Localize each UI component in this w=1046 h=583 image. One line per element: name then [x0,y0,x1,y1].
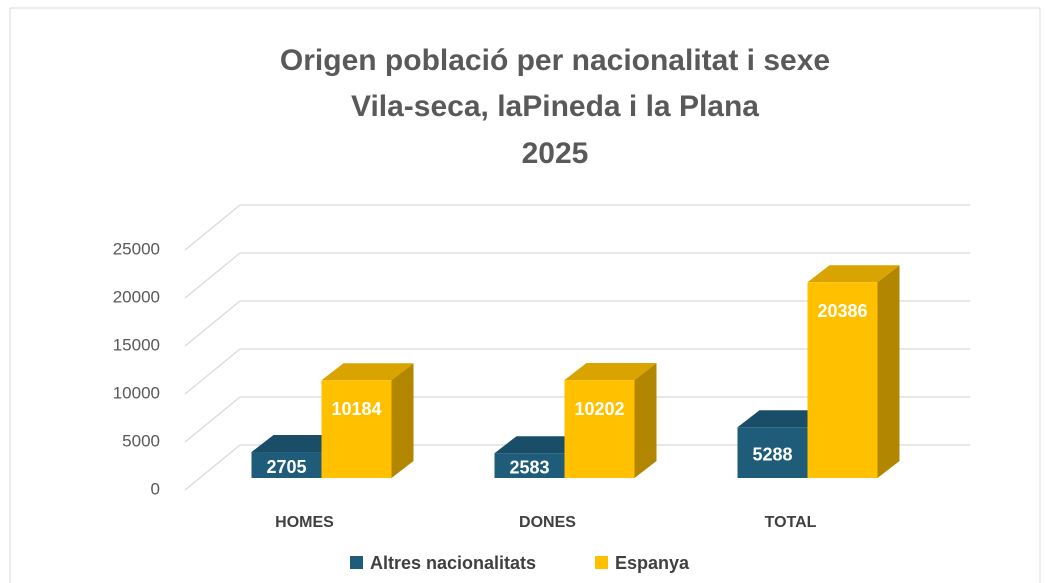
data-label: 2705 [266,457,306,477]
chart-title: 2025 [522,137,589,170]
chart-title: Vila-seca, laPineda i la Plana [351,90,759,123]
grid-line [184,300,970,347]
grid-line [184,348,970,395]
y-tick-label: 10000 [113,383,160,402]
bar-top [321,363,414,381]
data-label: 5288 [752,444,792,464]
data-label: 2583 [509,457,549,477]
chart-title: Origen població per nacionalitat i sexe [280,44,830,77]
grid-line [184,252,970,299]
bar [807,282,878,478]
bar [494,453,565,478]
y-tick-label: 0 [151,479,160,498]
data-label: 20386 [817,301,867,321]
legend-label: Altres nacionalitats [370,553,536,573]
y-tick-label: 20000 [113,287,160,306]
legend-swatch [595,556,608,569]
x-tick-label: DONES [519,514,576,531]
bar [564,380,635,478]
bar [251,452,322,478]
bar [321,380,392,478]
legend-swatch [350,556,363,569]
bar [737,427,808,478]
bar-top [564,363,657,381]
bar-top [251,435,344,453]
y-tick-label: 25000 [113,239,160,258]
data-label: 10202 [574,399,624,419]
bar-top [494,436,587,454]
y-tick-label: 5000 [122,431,160,450]
x-tick-label: TOTAL [765,514,817,531]
y-tick-label: 15000 [113,335,160,354]
bar-side [634,363,657,478]
grid-line [184,204,970,251]
bar-side [877,265,900,478]
grid-line [184,444,970,491]
legend-label: Espanya [615,553,690,573]
bar-top [737,410,830,428]
data-label: 10184 [331,399,381,419]
x-tick-label: HOMES [275,514,334,531]
bar-top [807,265,900,283]
bar-side [391,363,414,478]
grid-line [184,396,970,443]
